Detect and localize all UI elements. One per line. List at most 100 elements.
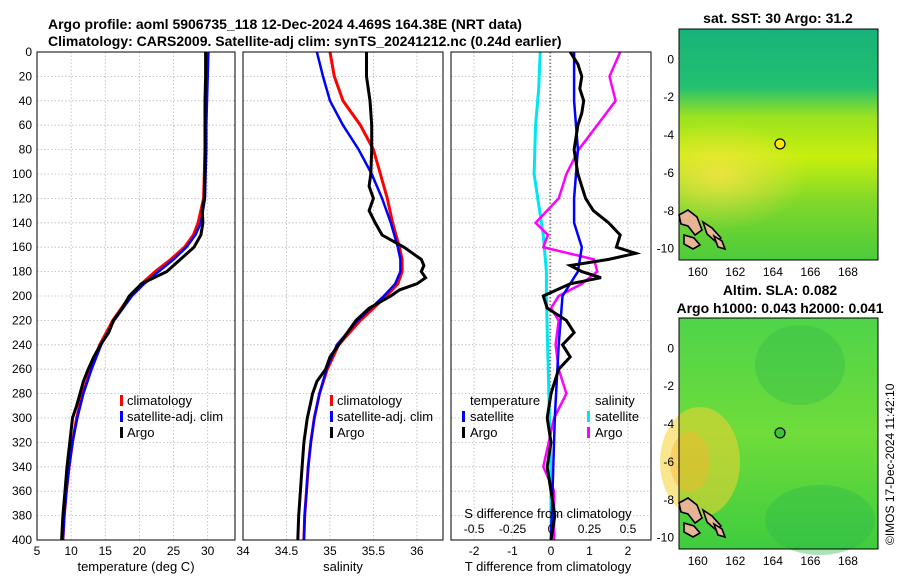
x-tick-label: 1 — [586, 544, 593, 558]
legend-swatch-satellite — [330, 411, 333, 422]
temperature-xlabel: temperature (deg C) — [77, 559, 194, 574]
temperature-argo-line — [60, 52, 208, 540]
legend-swatch-t-satellite — [462, 411, 465, 422]
salinity-argo-line — [296, 52, 428, 540]
x-tick-label: -1 — [507, 544, 518, 558]
legend-label: satellite — [595, 409, 639, 424]
map-y-tick-label: -6 — [663, 166, 674, 180]
map-y-tick-label: -6 — [663, 455, 674, 469]
map-x-tick-label: 160 — [688, 265, 708, 279]
x-tick-label: 36 — [410, 544, 424, 558]
y-tick-label: 400 — [12, 533, 32, 547]
y-tick-label: 140 — [12, 216, 32, 230]
sla-high-patch — [660, 407, 740, 517]
legend-label: satellite-adj. clim — [127, 409, 223, 424]
title-line-1: Argo profile: aoml 5906735_118 12-Dec-20… — [48, 16, 522, 32]
map-y-tick-label: -8 — [663, 493, 674, 507]
salinity-satellite-line — [302, 52, 402, 540]
map-y-tick-label: 0 — [667, 52, 674, 66]
map-y-tick-label: -4 — [663, 128, 674, 142]
legend-label: Argo — [470, 425, 497, 440]
legend-label: Argo — [127, 425, 154, 440]
y-tick-label: 20 — [19, 69, 33, 83]
tick-labels: 0204060801001201401601802002202402602803… — [12, 45, 637, 558]
sst-warm-patch — [679, 110, 878, 230]
sla-map — [660, 317, 879, 555]
x-tick-label: 20 — [133, 544, 147, 558]
y-tick-label: 220 — [12, 313, 32, 327]
island-shape — [683, 233, 702, 250]
y-tick-label: 380 — [12, 509, 32, 523]
sst-map-title: sat. SST: 30 Argo: 31.2 — [703, 10, 853, 26]
x-tick-label: -2 — [469, 544, 480, 558]
land-islands — [678, 209, 727, 251]
sla-map-title-2: Argo h1000: 0.043 h2000: 0.041 — [676, 300, 883, 316]
map-y-tick-label: -2 — [663, 379, 674, 393]
y-tick-label: 260 — [12, 362, 32, 376]
map-x-tick-label: 160 — [688, 554, 708, 568]
map-x-tick-label: 162 — [725, 554, 745, 568]
legend-label: satellite — [470, 409, 514, 424]
legend-swatch-climatology — [330, 395, 333, 406]
y-tick-label: 120 — [12, 191, 32, 205]
y-tick-label: 300 — [12, 411, 32, 425]
difference-top-axis-label: S difference from climatology — [464, 506, 632, 521]
map-y-tick-label: -10 — [657, 531, 675, 545]
x-tick-label: 25 — [167, 544, 181, 558]
temperature-grid — [36, 51, 235, 541]
legend-label: climatology — [337, 393, 403, 408]
x-tick-label: 34.5 — [275, 544, 299, 558]
top-x-tick-label: -0.5 — [464, 522, 485, 536]
map-x-tick-label: 166 — [800, 265, 820, 279]
legend-label: climatology — [127, 393, 193, 408]
argo-location-marker — [774, 427, 786, 439]
sla-low-patch — [765, 485, 875, 555]
map-x-tick-label: 168 — [838, 265, 858, 279]
legend-swatch-argo — [330, 427, 333, 438]
y-tick-label: 80 — [19, 143, 33, 157]
legend-swatch-s-argo — [587, 427, 590, 438]
sst-map — [678, 28, 879, 261]
legend-swatch-argo — [120, 427, 123, 438]
island-shape — [678, 209, 703, 237]
y-tick-label: 0 — [25, 45, 32, 59]
y-tick-label: 180 — [12, 265, 32, 279]
x-tick-label: 15 — [99, 544, 113, 558]
legend-swatch-climatology — [120, 395, 123, 406]
legend-label: Argo — [595, 425, 622, 440]
legend-swatch-satellite — [120, 411, 123, 422]
top-x-tick-label: 0.5 — [620, 522, 637, 536]
map-x-tick-label: 164 — [763, 554, 783, 568]
legend-title-salinity: salinity — [595, 393, 635, 408]
difference-xlabel: T difference from climatology — [465, 559, 632, 574]
y-tick-label: 240 — [12, 338, 32, 352]
y-tick-label: 340 — [12, 460, 32, 474]
sla-high-core — [670, 432, 710, 492]
map-y-tick-label: 0 — [667, 341, 674, 355]
salinity-diff-argo-line — [533, 52, 622, 540]
x-tick-label: 35 — [323, 544, 337, 558]
x-tick-label: 10 — [64, 544, 78, 558]
top-x-tick-label: 0 — [548, 522, 555, 536]
imos-watermark: ©IMOS 17-Dec-2024 11:42:10 — [883, 383, 897, 545]
map-y-tick-label: -2 — [663, 90, 674, 104]
difference-axes — [450, 51, 652, 541]
y-tick-label: 200 — [12, 289, 32, 303]
y-tick-label: 160 — [12, 240, 32, 254]
salinity-axes — [242, 51, 444, 541]
land-islands — [678, 497, 727, 539]
sla-map-title-1: Altim. SLA: 0.082 — [723, 282, 838, 298]
salinity-xlabel: salinity — [323, 559, 363, 574]
y-tick-label: 280 — [12, 387, 32, 401]
y-tick-label: 360 — [12, 484, 32, 498]
y-tick-label: 60 — [19, 118, 33, 132]
map-y-tick-label: -10 — [657, 242, 675, 256]
legend-label: Argo — [337, 425, 364, 440]
x-tick-label: 30 — [201, 544, 215, 558]
island-shape — [712, 234, 727, 251]
map-x-tick-label: 166 — [800, 554, 820, 568]
temperature-legend: climatology satellite-adj. clim Argo — [120, 393, 223, 440]
map-x-tick-label: 162 — [725, 265, 745, 279]
difference-legend: temperature satellite Argo salinity sate… — [462, 393, 639, 440]
